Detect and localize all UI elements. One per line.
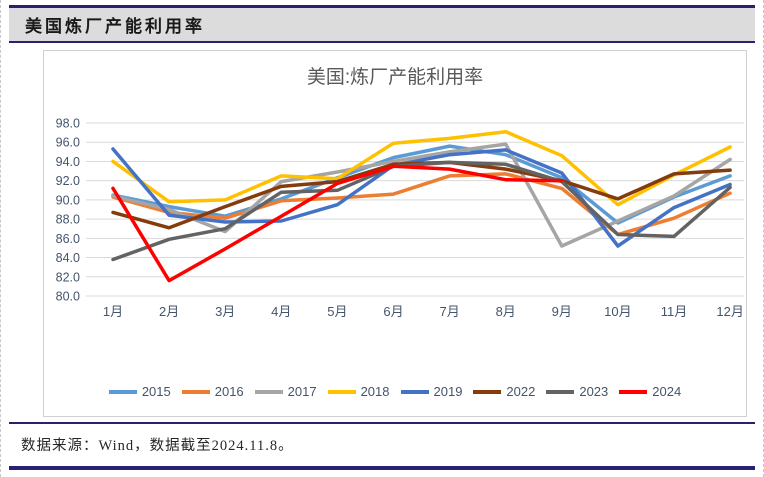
legend-marker-2023 bbox=[546, 389, 575, 394]
x-axis-month-label: 9月 bbox=[552, 304, 572, 319]
y-axis-tick-label: 90.0 bbox=[56, 193, 80, 207]
legend-label-2018: 2018 bbox=[360, 384, 390, 399]
x-axis-month-label: 4月 bbox=[271, 304, 291, 319]
x-axis-month-label: 6月 bbox=[383, 304, 403, 319]
legend-item-2016: 2016 bbox=[181, 384, 244, 399]
y-axis-tick-label: 86.0 bbox=[56, 232, 80, 246]
legend-label-2016: 2016 bbox=[214, 384, 244, 399]
legend-marker-2018 bbox=[327, 389, 356, 394]
legend-label-2015: 2015 bbox=[141, 384, 171, 399]
legend-marker-2022 bbox=[473, 389, 502, 394]
legend-marker-2016 bbox=[181, 389, 210, 394]
legend-item-2023: 2023 bbox=[546, 384, 608, 399]
x-axis-month-label: 1月 bbox=[103, 304, 123, 319]
legend-item-2017: 2017 bbox=[254, 384, 317, 399]
x-axis-month-label: 5月 bbox=[327, 304, 347, 319]
legend-label-2017: 2017 bbox=[287, 384, 317, 399]
x-axis-month-label: 8月 bbox=[496, 304, 516, 319]
report-title: 美国炼厂产能利用率 bbox=[25, 17, 205, 36]
footer-top-rule bbox=[9, 422, 755, 424]
y-axis-tick-label: 88.0 bbox=[56, 213, 80, 227]
report-header: 美国炼厂产能利用率 bbox=[9, 8, 755, 41]
chart-legend: 2015 2016 2017 2018 2019 2022 2023 2024 bbox=[44, 384, 746, 399]
legend-marker-2019 bbox=[400, 389, 429, 394]
legend-item-2015: 2015 bbox=[108, 384, 171, 399]
y-axis-tick-label: 92.0 bbox=[56, 174, 80, 188]
series-line-2023 bbox=[111, 160, 732, 262]
series-line-2018 bbox=[111, 129, 732, 207]
series-line-2017 bbox=[111, 142, 732, 248]
legend-label-2023: 2023 bbox=[579, 384, 609, 399]
legend-item-2018: 2018 bbox=[327, 384, 390, 399]
legend-marker-2017 bbox=[254, 389, 283, 394]
legend-label-2024: 2024 bbox=[652, 384, 682, 399]
bottom-rule bbox=[9, 466, 755, 470]
legend-item-2024: 2024 bbox=[619, 384, 681, 399]
series-line-2024 bbox=[111, 164, 564, 283]
data-source-note: 数据来源：Wind，数据截至2024.11.8。 bbox=[21, 438, 294, 454]
chart-panel: 80.0 82.0 84.0 86.0 88.0 90.0 92.0 94.0 96.0 98.0… bbox=[43, 50, 747, 417]
chart-canvas: 80.0 82.0 84.0 86.0 88.0 90.0 92.0 94.0 96.0 98.0… bbox=[56, 117, 744, 319]
x-axis-month-label: 10月 bbox=[604, 304, 631, 319]
legend-label-2022: 2022 bbox=[506, 384, 536, 399]
chart-title: 美国:炼厂产能利用率 bbox=[306, 67, 484, 88]
top-rule bbox=[9, 5, 755, 8]
y-axis-tick-label: 80.0 bbox=[56, 290, 80, 304]
y-axis-tick-label: 96.0 bbox=[56, 136, 80, 150]
y-axis-tick-label: 98.0 bbox=[56, 117, 80, 131]
x-axis-month-label: 7月 bbox=[439, 304, 459, 319]
x-axis-month-label: 12月 bbox=[716, 304, 743, 319]
y-axis-tick-label: 82.0 bbox=[56, 270, 80, 284]
y-axis-tick-label: 84.0 bbox=[56, 251, 80, 265]
legend-marker-2015 bbox=[108, 389, 137, 394]
legend-label-2019: 2019 bbox=[433, 384, 463, 399]
series-line-2016 bbox=[111, 172, 732, 237]
x-axis-month-label: 11月 bbox=[661, 304, 688, 319]
y-axis-tick-label: 94.0 bbox=[56, 155, 80, 169]
x-axis-month-label: 2月 bbox=[159, 304, 179, 319]
legend-item-2019: 2019 bbox=[400, 384, 463, 399]
header-bottom-rule bbox=[9, 41, 755, 43]
legend-marker-2024 bbox=[619, 389, 648, 394]
legend-item-2022: 2022 bbox=[473, 384, 535, 399]
x-axis-month-label: 3月 bbox=[215, 304, 235, 319]
series-line-2019 bbox=[111, 147, 732, 248]
